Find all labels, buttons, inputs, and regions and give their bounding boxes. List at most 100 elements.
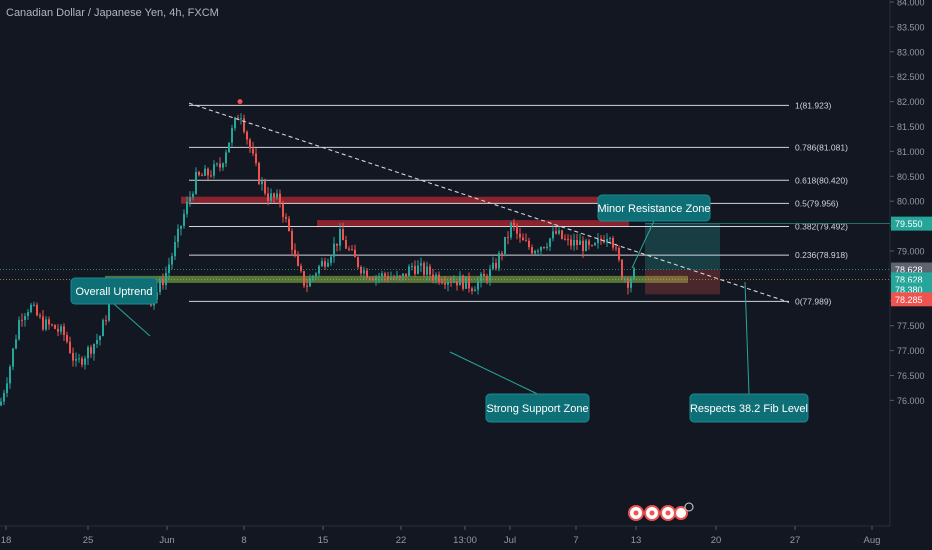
candle-down (288, 218, 290, 232)
candle-up (159, 279, 161, 293)
peak-marker (237, 99, 243, 105)
candle-up (9, 366, 11, 384)
candle-up (552, 231, 554, 239)
candle-up (453, 281, 455, 283)
time-tick-label: 13:00 (453, 535, 477, 546)
overall-uptrend-callout-box (70, 277, 158, 305)
candle-up (420, 263, 422, 266)
candle-down (615, 247, 617, 249)
candle-up (327, 262, 329, 267)
candle-down (369, 277, 371, 279)
event-icon-dot (649, 510, 655, 516)
candle-up (378, 276, 380, 278)
candle-up (396, 275, 398, 279)
candle-down (384, 273, 386, 277)
candle-down (285, 216, 287, 219)
candle-up (228, 142, 230, 153)
time-axis: 18 25 Jun 8 15 22 13:00 Jul 7 13 20 27 Aug (0, 525, 890, 546)
candle-down (528, 240, 530, 248)
fib-label: 0.382(79.492) (795, 221, 848, 231)
candle-down (519, 233, 521, 238)
candle-down (405, 273, 407, 277)
candle-down (237, 117, 239, 119)
candle-down (522, 237, 524, 241)
candle-down (618, 247, 620, 260)
candle-up (597, 238, 599, 244)
candle-up (0, 401, 2, 406)
event-icon-dot (665, 510, 671, 516)
candle-down (42, 316, 44, 330)
candle-up (381, 273, 383, 277)
candle-up (630, 279, 632, 288)
candle-down (414, 265, 416, 274)
candle-up (78, 358, 80, 360)
candle-up (606, 238, 608, 243)
candle-down (525, 240, 527, 242)
candle-down (531, 247, 533, 254)
candle-up (204, 168, 206, 176)
candle-down (483, 273, 485, 277)
candle-down (48, 319, 50, 325)
event-icon (674, 506, 688, 520)
price-tick-label: 76.500 (897, 371, 925, 381)
candle-up (93, 343, 95, 354)
minor-resistance-callout-pointer (631, 220, 655, 269)
candle-down (354, 249, 356, 258)
candle-down (444, 282, 446, 285)
candle-up (96, 340, 98, 344)
candle-down (51, 324, 53, 326)
candle-up (609, 238, 611, 240)
candle-up (474, 289, 476, 292)
candle-up (60, 326, 62, 332)
candle-up (171, 256, 173, 265)
candle-up (402, 273, 404, 278)
candle-up (573, 240, 575, 246)
candle-up (261, 181, 263, 185)
candle-down (243, 118, 245, 132)
candle-down (324, 261, 326, 267)
candle-down (198, 171, 200, 176)
candle-down (36, 304, 38, 316)
candle-down (423, 263, 425, 275)
candle-up (579, 240, 581, 245)
price-label: 78.628 (895, 275, 923, 285)
event-icon-dot (633, 510, 639, 516)
candle-down (249, 139, 251, 149)
candle-up (276, 193, 278, 198)
candle-down (471, 288, 473, 292)
candle-down (264, 181, 266, 194)
candle-up (585, 240, 587, 252)
candle-down (441, 282, 443, 284)
candle-up (234, 117, 236, 129)
candle-up (465, 276, 467, 289)
candle-up (180, 225, 182, 229)
candle-down (462, 275, 464, 289)
candle-down (342, 229, 344, 241)
candle-down (291, 231, 293, 250)
candle-down (456, 281, 458, 286)
candle-up (537, 250, 539, 252)
candle-up (339, 229, 341, 246)
position-profit-zone (645, 223, 720, 270)
strong-support-callout-text: Strong Support Zone (486, 403, 588, 415)
candle-up (504, 236, 506, 254)
candle-down (357, 257, 359, 268)
candle-up (558, 230, 560, 234)
candle-up (408, 266, 410, 277)
price-tick-label: 80.500 (897, 172, 925, 182)
candle-down (513, 222, 515, 226)
candle-down (432, 274, 434, 280)
candle-up (321, 261, 323, 267)
candle-down (543, 247, 545, 249)
fib-level-callout-pointer (744, 281, 750, 395)
candle-up (213, 164, 215, 176)
candle-down (495, 262, 497, 269)
candle-down (279, 193, 281, 204)
position-loss-zone (645, 269, 720, 295)
price-label: 78.380 (895, 285, 923, 295)
candle-down (393, 277, 395, 279)
candle-down (81, 358, 83, 365)
candle-up (312, 275, 314, 279)
candle-down (570, 239, 572, 246)
